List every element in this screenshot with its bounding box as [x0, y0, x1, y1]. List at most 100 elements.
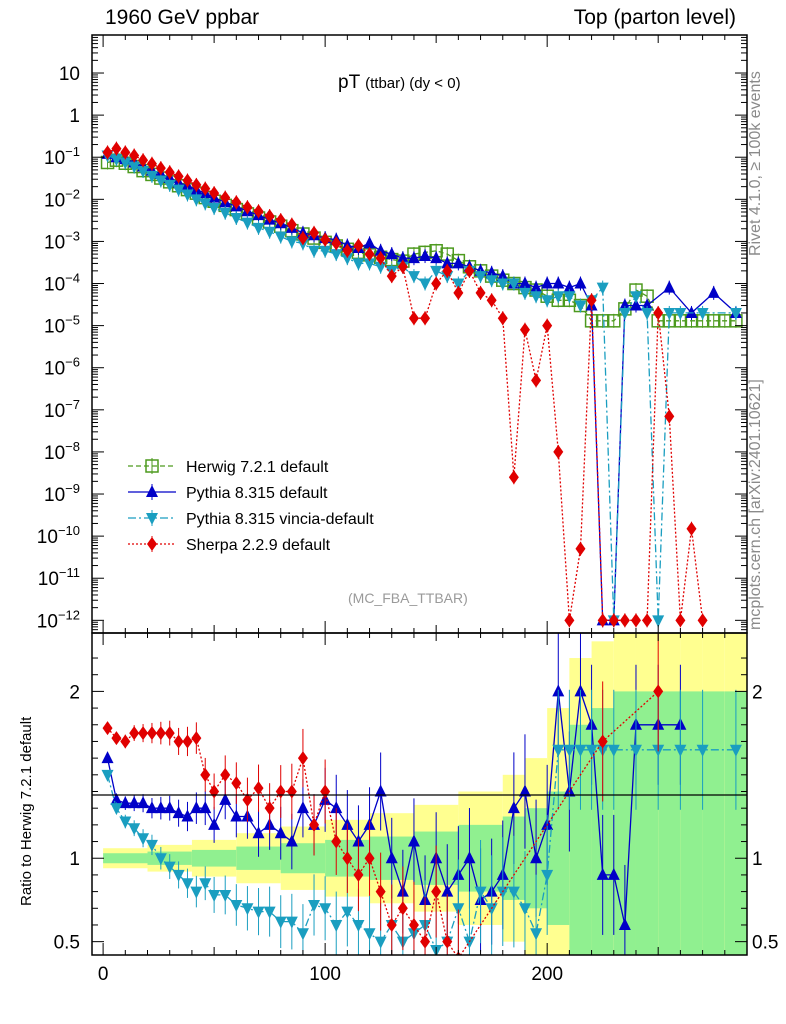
data-point-sherpa — [397, 259, 408, 274]
data-point-vincia — [674, 307, 687, 320]
analysis-name: (MC_FBA_TTBAR) — [348, 590, 468, 606]
data-point-sherpa — [320, 232, 331, 247]
data-point-sherpa — [664, 409, 675, 424]
y-tick-label: 10−8 — [44, 439, 80, 464]
data-point-vincia — [319, 245, 332, 258]
data-point-sherpa — [619, 613, 630, 628]
ratio-point-vincia — [507, 886, 520, 899]
y-tick-label: 10−4 — [44, 271, 80, 296]
ratio-point-vincia — [629, 744, 642, 757]
ratio-point-sherpa — [220, 767, 231, 782]
data-point-sherpa — [442, 263, 453, 278]
ratio-point-vincia — [119, 816, 132, 829]
legend-label-herwig: Herwig 7.2.1 default — [186, 459, 329, 476]
legend-label-pythia: Pythia 8.315 default — [186, 485, 328, 502]
band-inner-bin — [613, 691, 636, 955]
ratio-point-sherpa — [173, 734, 184, 749]
data-point-pythia — [496, 269, 509, 282]
data-point-sherpa — [342, 243, 353, 258]
data-point-vincia — [352, 258, 365, 271]
data-point-pythia — [407, 251, 420, 264]
ratio-point-pythia — [374, 784, 387, 797]
data-point-vincia — [629, 291, 642, 304]
ratio-point-sherpa — [309, 817, 320, 832]
data-point-sherpa — [475, 285, 486, 300]
data-point-vincia — [419, 278, 432, 291]
ratio-point-sherpa — [342, 851, 353, 866]
data-point-sherpa — [508, 470, 519, 485]
band-inner-bin — [103, 853, 148, 864]
legend-marker-sherpa — [147, 537, 157, 551]
ratio-point-pythia — [330, 801, 343, 814]
plot-title-main: pT — [338, 72, 360, 93]
x-tick-label: 0 — [98, 964, 109, 985]
data-point-sherpa — [129, 148, 140, 163]
y-tick-label: 10 — [59, 64, 80, 85]
ratio-point-vincia — [145, 839, 158, 852]
data-point-vincia — [145, 170, 158, 183]
ratio-point-sherpa — [129, 726, 140, 741]
ratio-y-tick-label-left: 0.5 — [54, 933, 80, 954]
data-point-vincia — [341, 253, 354, 266]
data-point-sherpa — [155, 161, 166, 176]
ratio-point-vincia — [308, 899, 321, 912]
data-point-sherpa — [642, 613, 653, 628]
ratio-point-vincia — [485, 903, 498, 916]
data-point-sherpa — [486, 293, 497, 308]
band-inner-bin — [724, 691, 747, 955]
data-point-pythia — [419, 249, 432, 262]
data-point-pythia — [363, 236, 376, 249]
data-point-vincia — [496, 278, 509, 291]
ratio-point-sherpa — [253, 781, 264, 796]
data-point-vincia — [163, 179, 176, 192]
ratio-point-pythia — [607, 867, 620, 880]
legend-label-vincia: Pythia 8.315 vincia-default — [186, 511, 374, 528]
data-point-vincia — [618, 307, 631, 320]
ratio-point-vincia — [729, 744, 742, 757]
ratio-point-vincia — [452, 903, 465, 916]
y-tick-label: 10−11 — [38, 565, 80, 590]
ratio-point-vincia — [463, 936, 476, 949]
data-point-pythia — [552, 276, 565, 289]
data-point-sherpa — [375, 251, 386, 266]
data-point-sherpa — [209, 186, 220, 201]
ratio-point-sherpa — [375, 884, 386, 899]
data-point-pythia — [430, 251, 443, 264]
data-point-vincia — [308, 245, 321, 258]
ratio-point-sherpa — [286, 784, 297, 799]
data-point-pythia — [685, 305, 698, 318]
data-point-sherpa — [331, 236, 342, 251]
data-point-pythia — [563, 280, 576, 293]
data-point-sherpa — [309, 225, 320, 240]
data-point-pythia — [441, 256, 454, 269]
data-point-sherpa — [686, 521, 697, 536]
data-point-sherpa — [353, 238, 364, 253]
header-energy-label: 1960 GeV ppbar — [105, 6, 260, 29]
ratio-point-sherpa — [320, 784, 331, 799]
band-inner-bin — [658, 691, 681, 955]
ratio-point-sherpa — [353, 867, 364, 882]
band-inner-bin — [236, 846, 281, 870]
ratio-point-sherpa — [242, 792, 253, 807]
data-point-vincia — [663, 307, 676, 320]
data-point-pythia — [530, 280, 543, 293]
data-point-vincia — [574, 300, 587, 313]
data-point-vincia — [128, 161, 141, 174]
ratio-point-vincia — [241, 903, 254, 916]
legend-marker-herwig — [145, 459, 159, 473]
ratio-point-vincia — [230, 899, 243, 912]
data-point-sherpa — [138, 153, 149, 168]
ratio-point-vincia — [219, 889, 232, 902]
data-point-sherpa — [564, 613, 575, 628]
legend-marker-vincia — [146, 513, 158, 525]
data-point-vincia — [474, 271, 487, 284]
data-point-sherpa — [420, 311, 431, 326]
data-point-vincia — [274, 231, 287, 244]
ratio-point-sherpa — [364, 851, 375, 866]
ratio-point-vincia — [252, 906, 265, 919]
ratio-point-pythia — [618, 917, 631, 930]
band-inner-bin — [635, 691, 659, 955]
ratio-point-sherpa — [155, 726, 166, 741]
data-point-pythia — [663, 280, 676, 293]
